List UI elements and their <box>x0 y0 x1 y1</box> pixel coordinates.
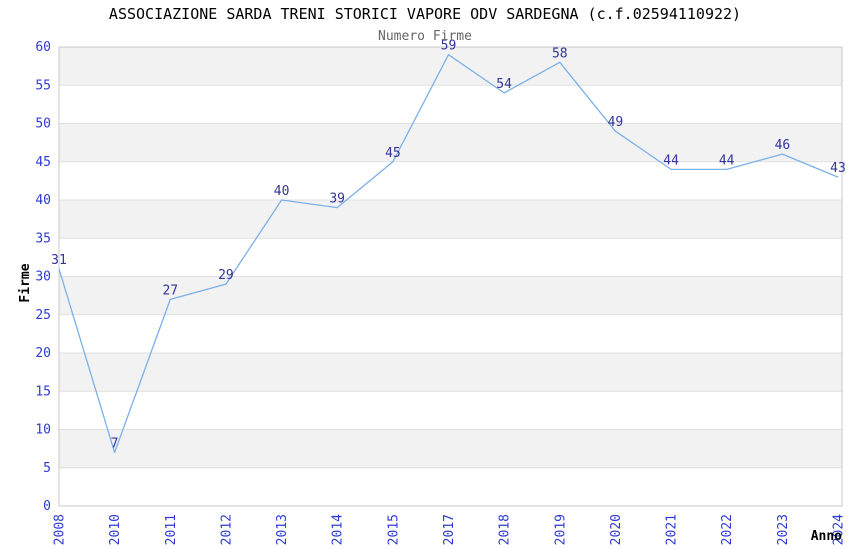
y-axis-label: Firme <box>18 263 33 302</box>
band <box>59 276 842 315</box>
data-point-label: 39 <box>329 192 345 207</box>
data-point-label: 40 <box>274 184 290 199</box>
x-tick-label: 2011 <box>164 514 179 545</box>
x-tick-label: 2020 <box>609 514 624 545</box>
y-tick-label: 35 <box>35 231 51 246</box>
data-point-label: 44 <box>663 153 679 168</box>
x-axis-label: Anno <box>811 529 842 544</box>
y-tick-label: 15 <box>35 384 51 399</box>
y-tick-label: 0 <box>43 499 51 514</box>
x-tick-label: 2012 <box>219 514 234 545</box>
y-tick-label: 20 <box>35 346 51 361</box>
chart-subtitle: Numero Firme <box>378 29 472 44</box>
data-point-label: 59 <box>441 39 457 54</box>
data-point-label: 27 <box>162 283 178 298</box>
chart-plot-area: 31 7 27 29 40 39 45 59 54 58 49 44 44 46 43 0 5 10 15 20 25 3… <box>35 39 846 546</box>
x-tick-label: 2013 <box>275 514 290 545</box>
data-point-label: 58 <box>552 46 568 61</box>
chart-title: ASSOCIAZIONE SARDA TRENI STORICI VAPORE … <box>109 5 741 23</box>
x-tick-label: 2017 <box>442 514 457 545</box>
data-point-label: 49 <box>608 115 624 130</box>
y-tick-label: 55 <box>35 78 51 93</box>
y-tick-label: 10 <box>35 423 51 438</box>
band <box>59 47 842 86</box>
data-point-label: 54 <box>496 77 512 92</box>
y-tick-label: 50 <box>35 117 51 132</box>
band <box>59 353 842 392</box>
x-tick-label: 2022 <box>720 514 735 545</box>
data-point-label: 43 <box>830 161 846 176</box>
x-tick-label: 2008 <box>53 514 68 545</box>
x-tick-label: 2019 <box>553 514 568 545</box>
x-tick-label: 2021 <box>665 514 680 545</box>
x-tick-label: 2014 <box>331 514 346 545</box>
data-point-label: 7 <box>111 436 119 451</box>
band <box>59 123 842 162</box>
data-point-label: 31 <box>51 253 67 268</box>
x-tick-label: 2015 <box>386 514 401 545</box>
data-point-label: 29 <box>218 268 234 283</box>
x-tick-label: 2023 <box>776 514 791 545</box>
data-point-label: 45 <box>385 146 401 161</box>
data-line <box>58 54 839 454</box>
y-tick-label: 40 <box>35 193 51 208</box>
band <box>59 200 842 239</box>
y-tick-label: 25 <box>35 308 51 323</box>
data-point-label: 46 <box>775 138 791 153</box>
y-tick-label: 5 <box>43 461 51 476</box>
y-tick-label: 45 <box>35 155 51 170</box>
x-tick-label: 2024 <box>832 514 847 545</box>
y-tick-label: 30 <box>35 270 51 285</box>
data-point-label: 44 <box>719 153 735 168</box>
x-tick-label: 2018 <box>498 514 513 545</box>
plot-frame <box>58 46 843 507</box>
y-tick-label: 60 <box>35 40 51 55</box>
x-tick-label: 2010 <box>108 514 123 545</box>
band <box>59 429 842 468</box>
